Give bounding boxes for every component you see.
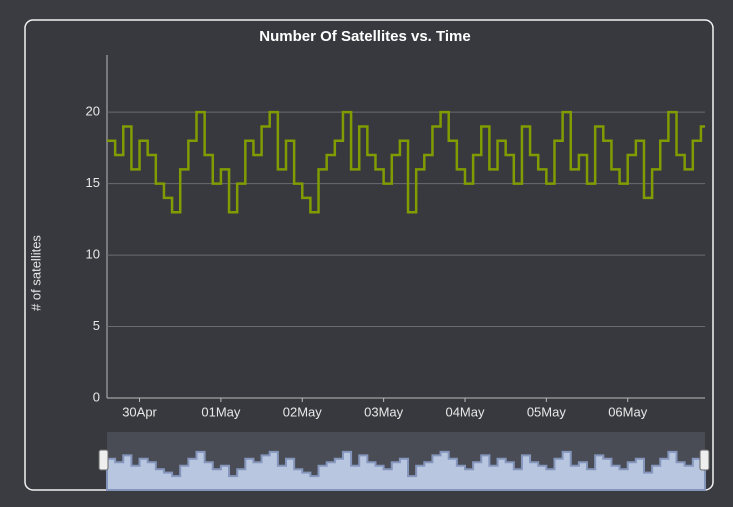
y-tick-label: 0 xyxy=(93,389,100,404)
series-line xyxy=(107,110,705,214)
x-tick-label: 04May xyxy=(445,404,485,419)
x-tick-label: 02May xyxy=(283,404,323,419)
y-tick-label: 20 xyxy=(86,104,100,119)
navigator-handle[interactable] xyxy=(98,449,109,471)
x-tick-label: 30Apr xyxy=(122,404,157,419)
x-tick-label: 05May xyxy=(527,404,567,419)
navigator-area xyxy=(106,450,706,491)
navigator-handle[interactable] xyxy=(699,449,710,471)
y-tick-label: 5 xyxy=(93,318,100,333)
chart-title: Number Of Satellites vs. Time xyxy=(259,28,470,45)
x-tick-label: 01May xyxy=(201,404,241,419)
x-tick-label: 06May xyxy=(608,404,648,419)
y-axis-title: # of satellites xyxy=(28,235,43,311)
x-tick-label: 03May xyxy=(364,404,404,419)
y-tick-label: 15 xyxy=(86,175,100,190)
y-tick-label: 10 xyxy=(86,247,100,262)
